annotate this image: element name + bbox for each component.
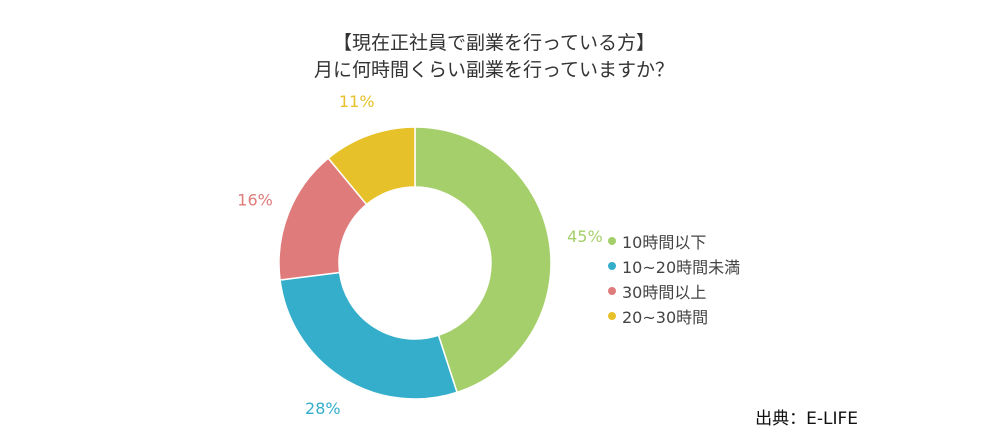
donut-slice-3 [327,126,416,206]
legend-swatch-3 [608,311,616,320]
chart-title-line1: 【現在正社員で副業を行っている方】 [332,32,656,54]
legend-item-2: 30時間以上 [608,278,740,303]
slice-label-3: 11% [339,92,375,111]
legend-swatch-0 [608,236,616,245]
legend-label-2: 30時間以上 [622,282,707,302]
legend-label-3: 20~30時間 [622,307,709,327]
legend-swatch-1 [608,261,616,270]
slice-label-0: 45% [567,227,603,246]
legend-item-0: 10時間以下 [608,228,740,253]
legend-item-1: 10~20時間未満 [608,253,740,278]
chart-title-line2: 月に何時間くらい副業を行っていますか？ [313,59,675,81]
legend-label-1: 10~20時間未満 [622,257,741,277]
slice-label-1: 28% [305,399,341,418]
legend-item-3: 20~30時間 [608,303,740,328]
donut-slice-0 [414,126,552,394]
donut-slice-1 [279,271,458,400]
source-credit: 出典：E-LIFE [755,409,858,429]
legend-swatch-2 [608,286,616,295]
chart-legend: 10時間以下 10~20時間未満 30時間以上 20~30時間 [608,228,740,328]
legend-label-0: 10時間以下 [622,232,707,252]
slice-label-2: 16% [237,191,273,210]
